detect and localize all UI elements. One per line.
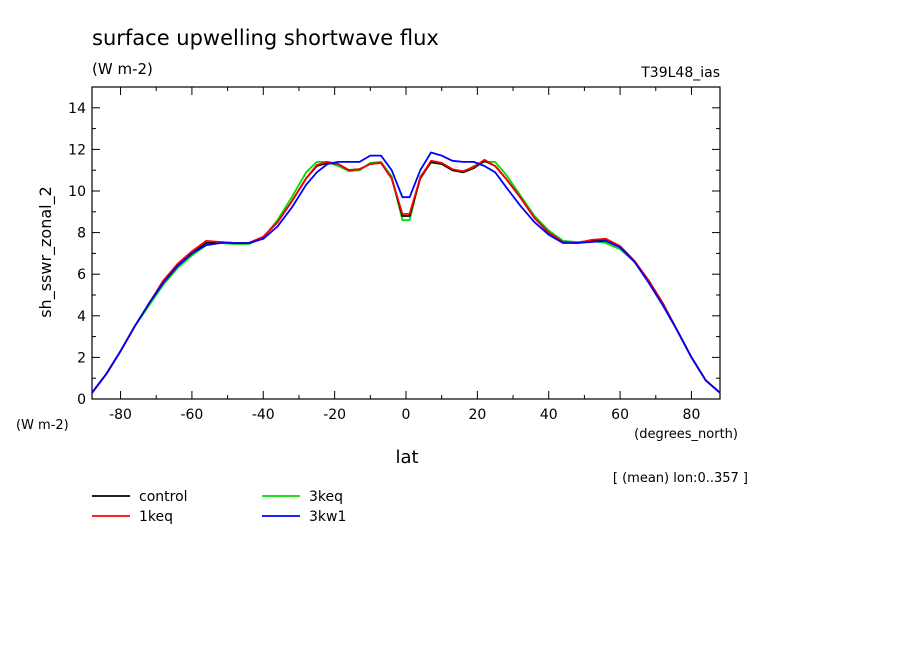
y-tick-label: 10 — [68, 184, 86, 200]
y-tick-label: 14 — [68, 101, 86, 117]
y-tick-label: 4 — [77, 309, 86, 325]
y-tick-label: 12 — [68, 142, 86, 158]
axis-ticks: -80 -60 -40 -20 0 20 40 60 80 0 2 4 6 8 10 12 14 — [68, 87, 720, 423]
series-line-3kw1 — [91, 151, 721, 394]
x-tick-label: 80 — [683, 407, 701, 423]
x-tick-label: 0 — [402, 407, 411, 423]
series-line-1keq — [91, 158, 721, 394]
y-tick-label: 0 — [77, 392, 86, 408]
x-tick-label: 40 — [540, 407, 558, 423]
chart-title: surface upwelling shortwave flux — [92, 26, 439, 50]
y-tick-label: 8 — [77, 226, 86, 242]
series-line-control — [91, 159, 721, 394]
x-units-label: (degrees_north) — [634, 427, 738, 442]
y-tick-label: 6 — [77, 267, 86, 283]
x-tick-label: 60 — [611, 407, 629, 423]
legend: control 1keq 3keq 3kw1 — [92, 489, 346, 525]
plot-area — [91, 86, 721, 400]
x-tick-label: -80 — [109, 407, 132, 423]
x-axis-label: lat — [395, 447, 418, 468]
series-lines — [91, 151, 721, 394]
x-tick-label: 20 — [468, 407, 486, 423]
x-tick-label: -40 — [252, 407, 275, 423]
plot-frame — [91, 86, 721, 400]
x-tick-label: -20 — [323, 407, 346, 423]
footnote: [ (mean) lon:0..357 ] — [613, 471, 748, 486]
legend-label-control: control — [139, 489, 188, 505]
y-tick-label: 2 — [77, 350, 86, 366]
legend-label-1keq: 1keq — [139, 509, 173, 525]
y-units-label: (W m-2) — [16, 418, 69, 433]
run-label: T39L48_ias — [640, 65, 720, 81]
y-axis-label: sh_sswr_zonal_2 — [36, 186, 56, 318]
legend-label-3kw1: 3kw1 — [309, 509, 346, 525]
legend-label-3keq: 3keq — [309, 489, 343, 505]
x-tick-label: -60 — [180, 407, 203, 423]
units-subtitle: (W m-2) — [92, 60, 153, 78]
